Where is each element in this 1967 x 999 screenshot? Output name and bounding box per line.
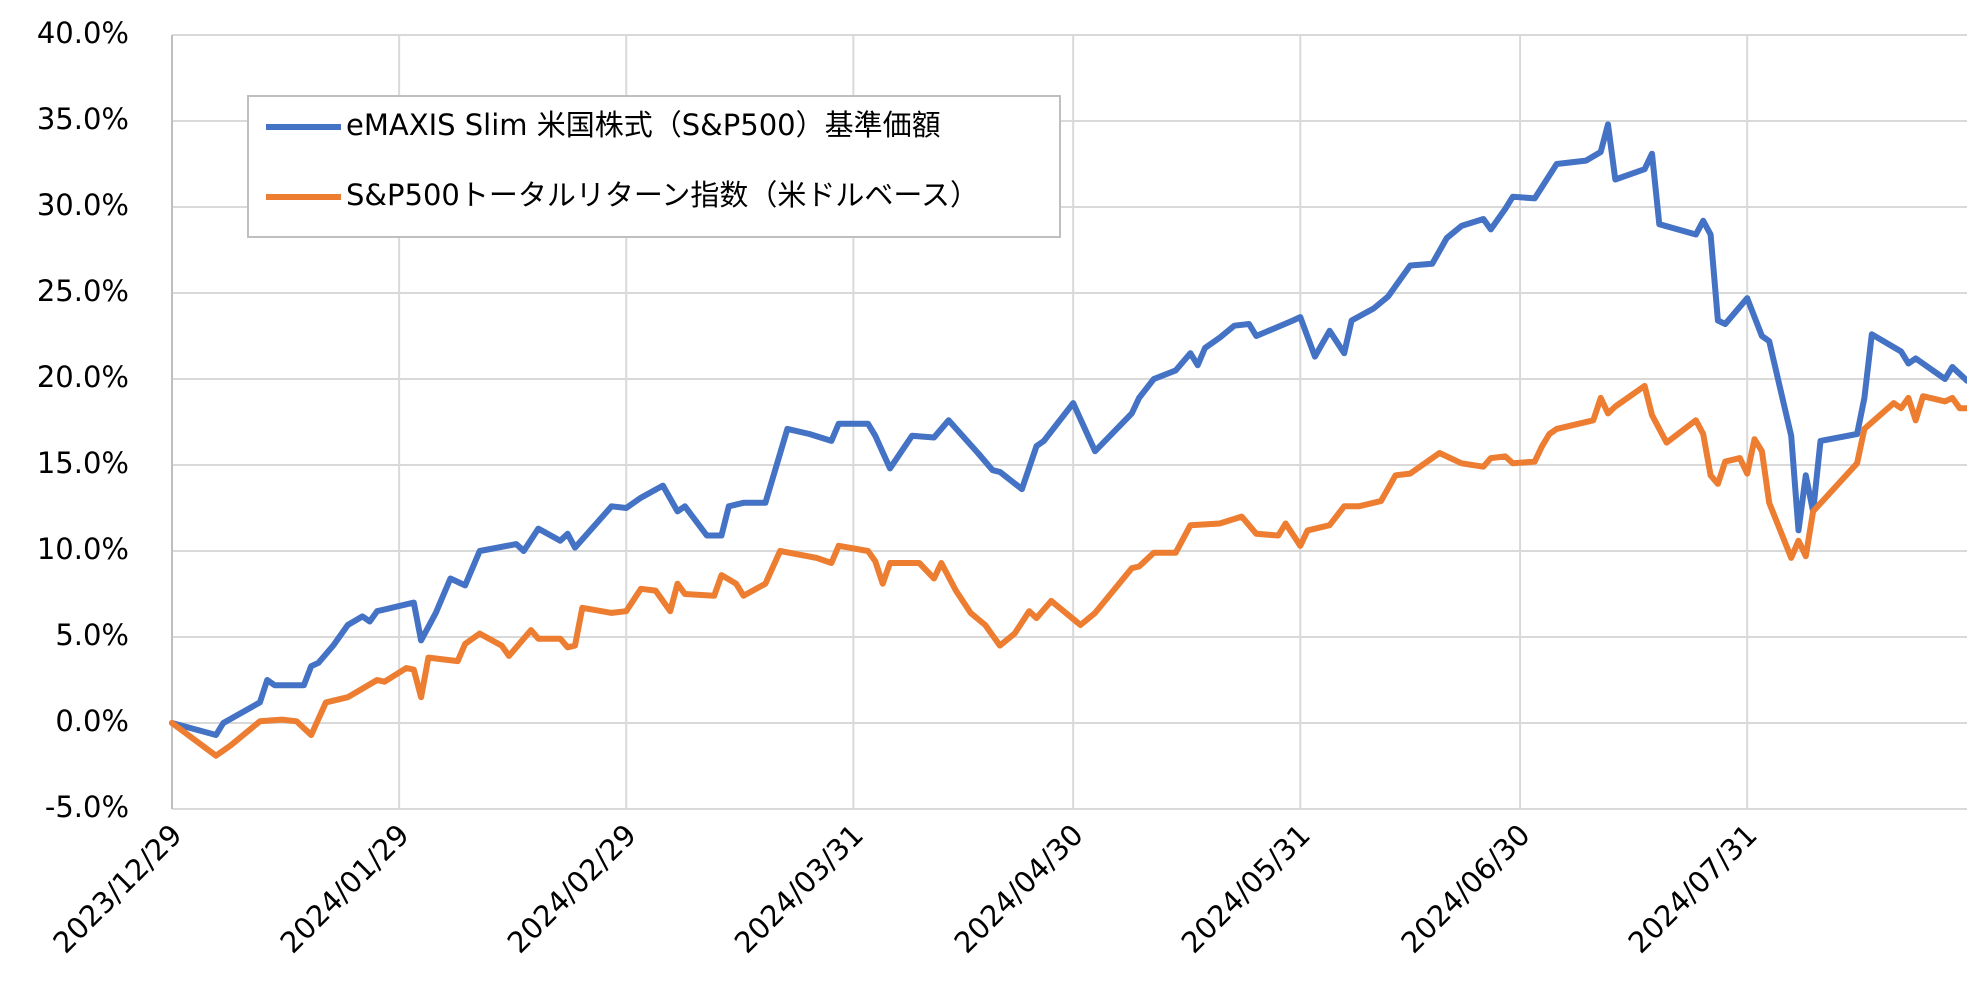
- y-tick-label: -5.0%: [45, 790, 129, 824]
- y-tick-label: 20.0%: [37, 360, 129, 394]
- legend: eMAXIS Slim 米国株式（S&P500）基準価額 S&P500トータルリタ…: [247, 95, 1061, 238]
- x-tick-label: 2024/05/31: [1175, 818, 1317, 960]
- series-line: [169, 382, 1967, 759]
- y-tick-label: 35.0%: [37, 102, 129, 136]
- x-tick-label: 2024/03/31: [728, 818, 870, 960]
- series-line: [169, 121, 1967, 738]
- x-tick-label: 2023/12/29: [46, 818, 188, 960]
- legend-label: S&P500トータルリターン指数（米ドルベース）: [346, 178, 979, 212]
- x-tick-label: 2024/07/31: [1622, 818, 1764, 960]
- y-tick-label: 30.0%: [37, 188, 129, 222]
- y-tick-label: 10.0%: [37, 532, 129, 566]
- legend-label: eMAXIS Slim 米国株式（S&P500）基準価額: [346, 108, 941, 142]
- x-tick-label: 2024/01/29: [273, 818, 415, 960]
- y-tick-label: 0.0%: [55, 704, 129, 738]
- y-tick-label: 5.0%: [55, 618, 129, 652]
- legend-box: [247, 95, 1061, 238]
- lines: [169, 121, 1967, 759]
- y-tick-label: 15.0%: [37, 446, 129, 480]
- y-tick-label: 25.0%: [37, 274, 129, 308]
- x-tick-label: 2024/04/30: [948, 818, 1090, 960]
- x-tick-label: 2024/06/30: [1394, 818, 1536, 960]
- x-tick-label: 2024/02/29: [501, 818, 643, 960]
- y-tick-label: 40.0%: [37, 16, 129, 50]
